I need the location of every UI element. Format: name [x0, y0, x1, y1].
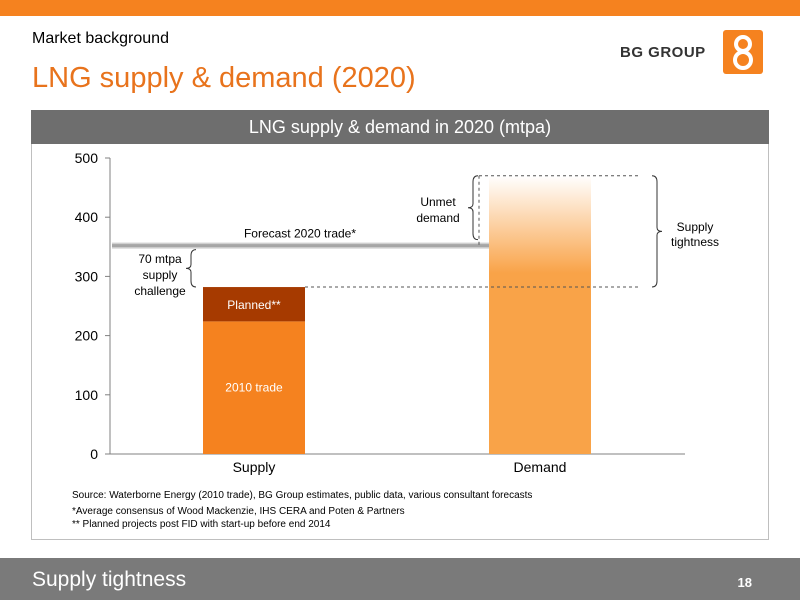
forecast-line-label: Forecast 2020 trade* — [244, 227, 356, 241]
unmet-demand-label: Unmet — [420, 195, 456, 209]
y-tick-label: 0 — [90, 446, 98, 462]
unmet-demand-brace — [467, 175, 479, 241]
footnote-2: ** Planned projects post FID with start-… — [72, 519, 331, 530]
bar-label-trade-2010: 2010 trade — [225, 381, 283, 395]
top-accent-bar — [0, 0, 800, 16]
page-title: LNG supply & demand (2020) — [32, 62, 416, 94]
section-label: Market background — [32, 30, 169, 47]
footnote-1: *Average consensus of Wood Mackenzie, IH… — [72, 506, 405, 517]
footer-title: Supply tightness — [32, 568, 187, 591]
bg-logo-icon — [723, 30, 763, 74]
supply-challenge-label: challenge — [134, 284, 186, 298]
supply-challenge-brace — [185, 249, 197, 288]
y-tick-label: 500 — [75, 150, 99, 166]
footer-bar — [0, 558, 800, 600]
y-tick-label: 300 — [75, 268, 99, 284]
supply-tightness-label: tightness — [671, 235, 719, 249]
supply-challenge-label: supply — [143, 268, 178, 282]
y-tick-label: 100 — [75, 387, 99, 403]
unmet-demand-label: demand — [416, 211, 459, 225]
logo-text: BG GROUP — [620, 44, 706, 61]
supply-tightness-label: Supply — [677, 220, 714, 234]
bar-supply-planned — [203, 287, 305, 322]
chart-title: LNG supply & demand in 2020 (mtpa) — [31, 110, 769, 144]
x-tick-label-demand: Demand — [514, 459, 567, 475]
page-number: 18 — [737, 575, 752, 590]
y-tick-label: 400 — [75, 209, 99, 225]
footnote-source: Source: Waterborne Energy (2010 trade), … — [72, 490, 533, 501]
bar-label-planned: Planned** — [227, 298, 281, 312]
supply-tightness-brace — [651, 175, 663, 288]
x-tick-label-supply: Supply — [233, 459, 276, 475]
y-tick-label: 200 — [75, 328, 99, 344]
supply-challenge-label: 70 mtpa — [138, 252, 182, 266]
bar-supply-trade-2010 — [203, 321, 305, 454]
bar-demand — [489, 175, 591, 454]
